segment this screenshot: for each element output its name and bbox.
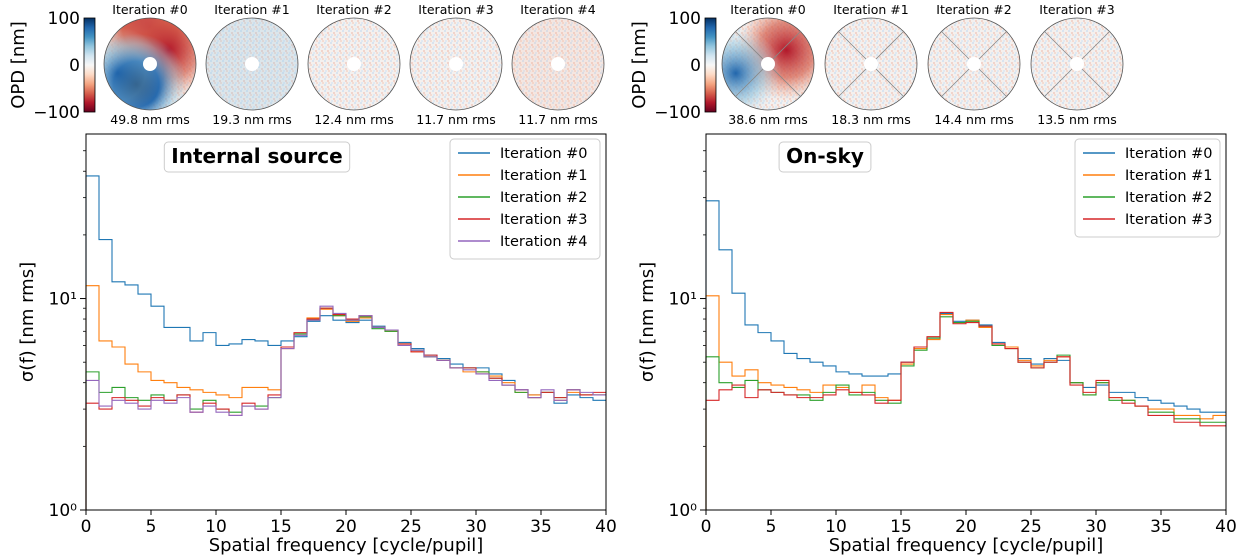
chart-title: Internal source <box>163 141 351 173</box>
map-title: Iteration #1 <box>833 2 908 17</box>
colorbar-right-tick-mid: 0 <box>690 56 701 76</box>
chart-title-text: On-sky <box>786 144 864 168</box>
legend: Iteration #0 Iteration #1 Iteration #2 Iter… <box>449 138 601 260</box>
chart-title-box <box>163 141 351 173</box>
x-tick-label: 25 <box>1020 517 1042 537</box>
x-tick-label: 10 <box>205 517 227 537</box>
series-line-4 <box>85 305 606 510</box>
plot-frame <box>705 133 1227 511</box>
x-tick-label: 35 <box>1150 517 1172 537</box>
map-title: Iteration #2 <box>936 2 1011 17</box>
x-tick-label: 10 <box>825 517 847 537</box>
map-rms: 19.3 nm rms <box>212 112 292 127</box>
x-axis-label: Spatial frequency [cycle/pupil] <box>829 535 1104 556</box>
colorbar-right: OPD [nm] 100 0 −100 <box>629 9 717 123</box>
map-title: Iteration #0 <box>730 2 805 17</box>
series-line-3 <box>705 311 1226 510</box>
x-tick-label: 5 <box>766 517 777 537</box>
map-rms: 13.5 nm rms <box>1037 112 1117 127</box>
legend-label-1: Iteration #1 <box>500 168 588 184</box>
y-tick-label: 10¹ <box>49 290 77 310</box>
chart-title-text: Internal source <box>171 144 342 168</box>
legend-label-3: Iteration #3 <box>500 212 588 228</box>
colorbar-left-tick-top: 100 <box>48 9 80 29</box>
pupil-map-left-0: Iteration #0 49.8 nm rms <box>103 2 197 127</box>
pupil-map-left-4: Iteration #4 11.7 nm rms <box>511 2 605 127</box>
x-tick-label: 30 <box>465 517 487 537</box>
legend-label-2: Iteration #2 <box>1125 190 1213 206</box>
left-panel: OPD [nm] 100 0 −100 Iteration #0 49.8 nm… <box>8 2 617 556</box>
pupil-map-left-2: Iteration #2 12.4 nm rms <box>307 2 401 127</box>
right-panel: OPD [nm] 100 0 −100 Iteration #0 38.6 nm… <box>629 2 1237 556</box>
map-title: Iteration #3 <box>1039 2 1114 17</box>
x-tick-label: 35 <box>530 517 552 537</box>
chart-on-sky: 0 5 10 15 20 25 30 35 40 10⁰ 10¹ Spatial frequency … <box>637 133 1237 556</box>
pupil-map-right-1: Iteration #1 18.3 nm rms <box>824 2 918 127</box>
map-rms: 11.7 nm rms <box>518 112 598 127</box>
colorbar-left-label: OPD [nm] <box>8 21 29 109</box>
series-line-3 <box>85 307 606 510</box>
x-tick-label: 20 <box>955 517 977 537</box>
y-axis-label: σ(f) [nm rms] <box>17 262 38 382</box>
map-rms: 38.6 nm rms <box>728 112 808 127</box>
map-title: Iteration #4 <box>520 2 595 17</box>
x-tick-label: 5 <box>146 517 157 537</box>
series-line-1 <box>705 295 1226 510</box>
colorbar-right-tick-bottom: −100 <box>654 103 701 123</box>
x-axis-label: Spatial frequency [cycle/pupil] <box>209 535 484 556</box>
y-tick-label: 10⁰ <box>669 501 698 521</box>
pupil-map-left-3: Iteration #3 11.7 nm rms <box>409 2 503 127</box>
x-tick-label: 0 <box>81 517 92 537</box>
x-tick-label: 25 <box>400 517 422 537</box>
map-rms: 49.8 nm rms <box>110 112 190 127</box>
legend-label-1: Iteration #1 <box>1125 168 1213 184</box>
series-line-0 <box>705 200 1226 510</box>
map-rms: 14.4 nm rms <box>934 112 1014 127</box>
colorbar-left: OPD [nm] 100 0 −100 <box>8 9 96 123</box>
x-tick-label: 15 <box>890 517 912 537</box>
x-tick-label: 40 <box>595 517 617 537</box>
x-tick-label: 20 <box>335 517 357 537</box>
legend-label-3: Iteration #3 <box>1125 212 1213 228</box>
colorbar-left-gradient <box>83 17 96 113</box>
map-title: Iteration #1 <box>214 2 289 17</box>
chart-title-box <box>778 141 872 173</box>
y-tick-label: 10¹ <box>669 290 697 310</box>
legend-box <box>1074 138 1221 238</box>
chart-title: On-sky <box>778 141 872 173</box>
x-tick-label: 15 <box>270 517 292 537</box>
colorbar-right-tick-top: 100 <box>669 9 701 29</box>
x-tick-label: 40 <box>1215 517 1237 537</box>
colorbar-right-label: OPD [nm] <box>629 21 650 109</box>
y-axis-label: σ(f) [nm rms] <box>637 262 658 382</box>
map-title: Iteration #2 <box>316 2 391 17</box>
series-line-2 <box>85 307 606 510</box>
pupil-map-right-2: Iteration #2 14.4 nm rms <box>927 2 1021 127</box>
colorbar-right-gradient <box>704 17 717 113</box>
legend-label-2: Iteration #2 <box>500 190 588 206</box>
colorbar-left-tick-bottom: −100 <box>33 103 80 123</box>
chart-internal-source: 0 5 10 15 20 25 30 35 40 10⁰ 10¹ Spatial frequency … <box>17 133 617 556</box>
legend-label-0: Iteration #0 <box>500 146 588 162</box>
map-title: Iteration #0 <box>112 2 187 17</box>
x-tick-label: 0 <box>701 517 712 537</box>
pupil-map-right-0: Iteration #0 38.6 nm rms <box>721 2 815 127</box>
pupil-map-right-3: Iteration #3 13.5 nm rms <box>1030 2 1124 127</box>
legend-box <box>449 138 601 260</box>
map-rms: 11.7 nm rms <box>416 112 496 127</box>
map-rms: 12.4 nm rms <box>314 112 394 127</box>
legend-label-4: Iteration #4 <box>500 234 588 250</box>
legend: Iteration #0 Iteration #1 Iteration #2 Iter… <box>1074 138 1221 238</box>
colorbar-left-tick-mid: 0 <box>69 56 80 76</box>
pupil-map-left-1: Iteration #1 19.3 nm rms <box>205 2 299 127</box>
x-tick-label: 30 <box>1085 517 1107 537</box>
legend-label-0: Iteration #0 <box>1125 146 1213 162</box>
y-tick-label: 10⁰ <box>49 501 78 521</box>
map-title: Iteration #3 <box>418 2 493 17</box>
plot-frame <box>85 133 607 511</box>
map-rms: 18.3 nm rms <box>831 112 911 127</box>
